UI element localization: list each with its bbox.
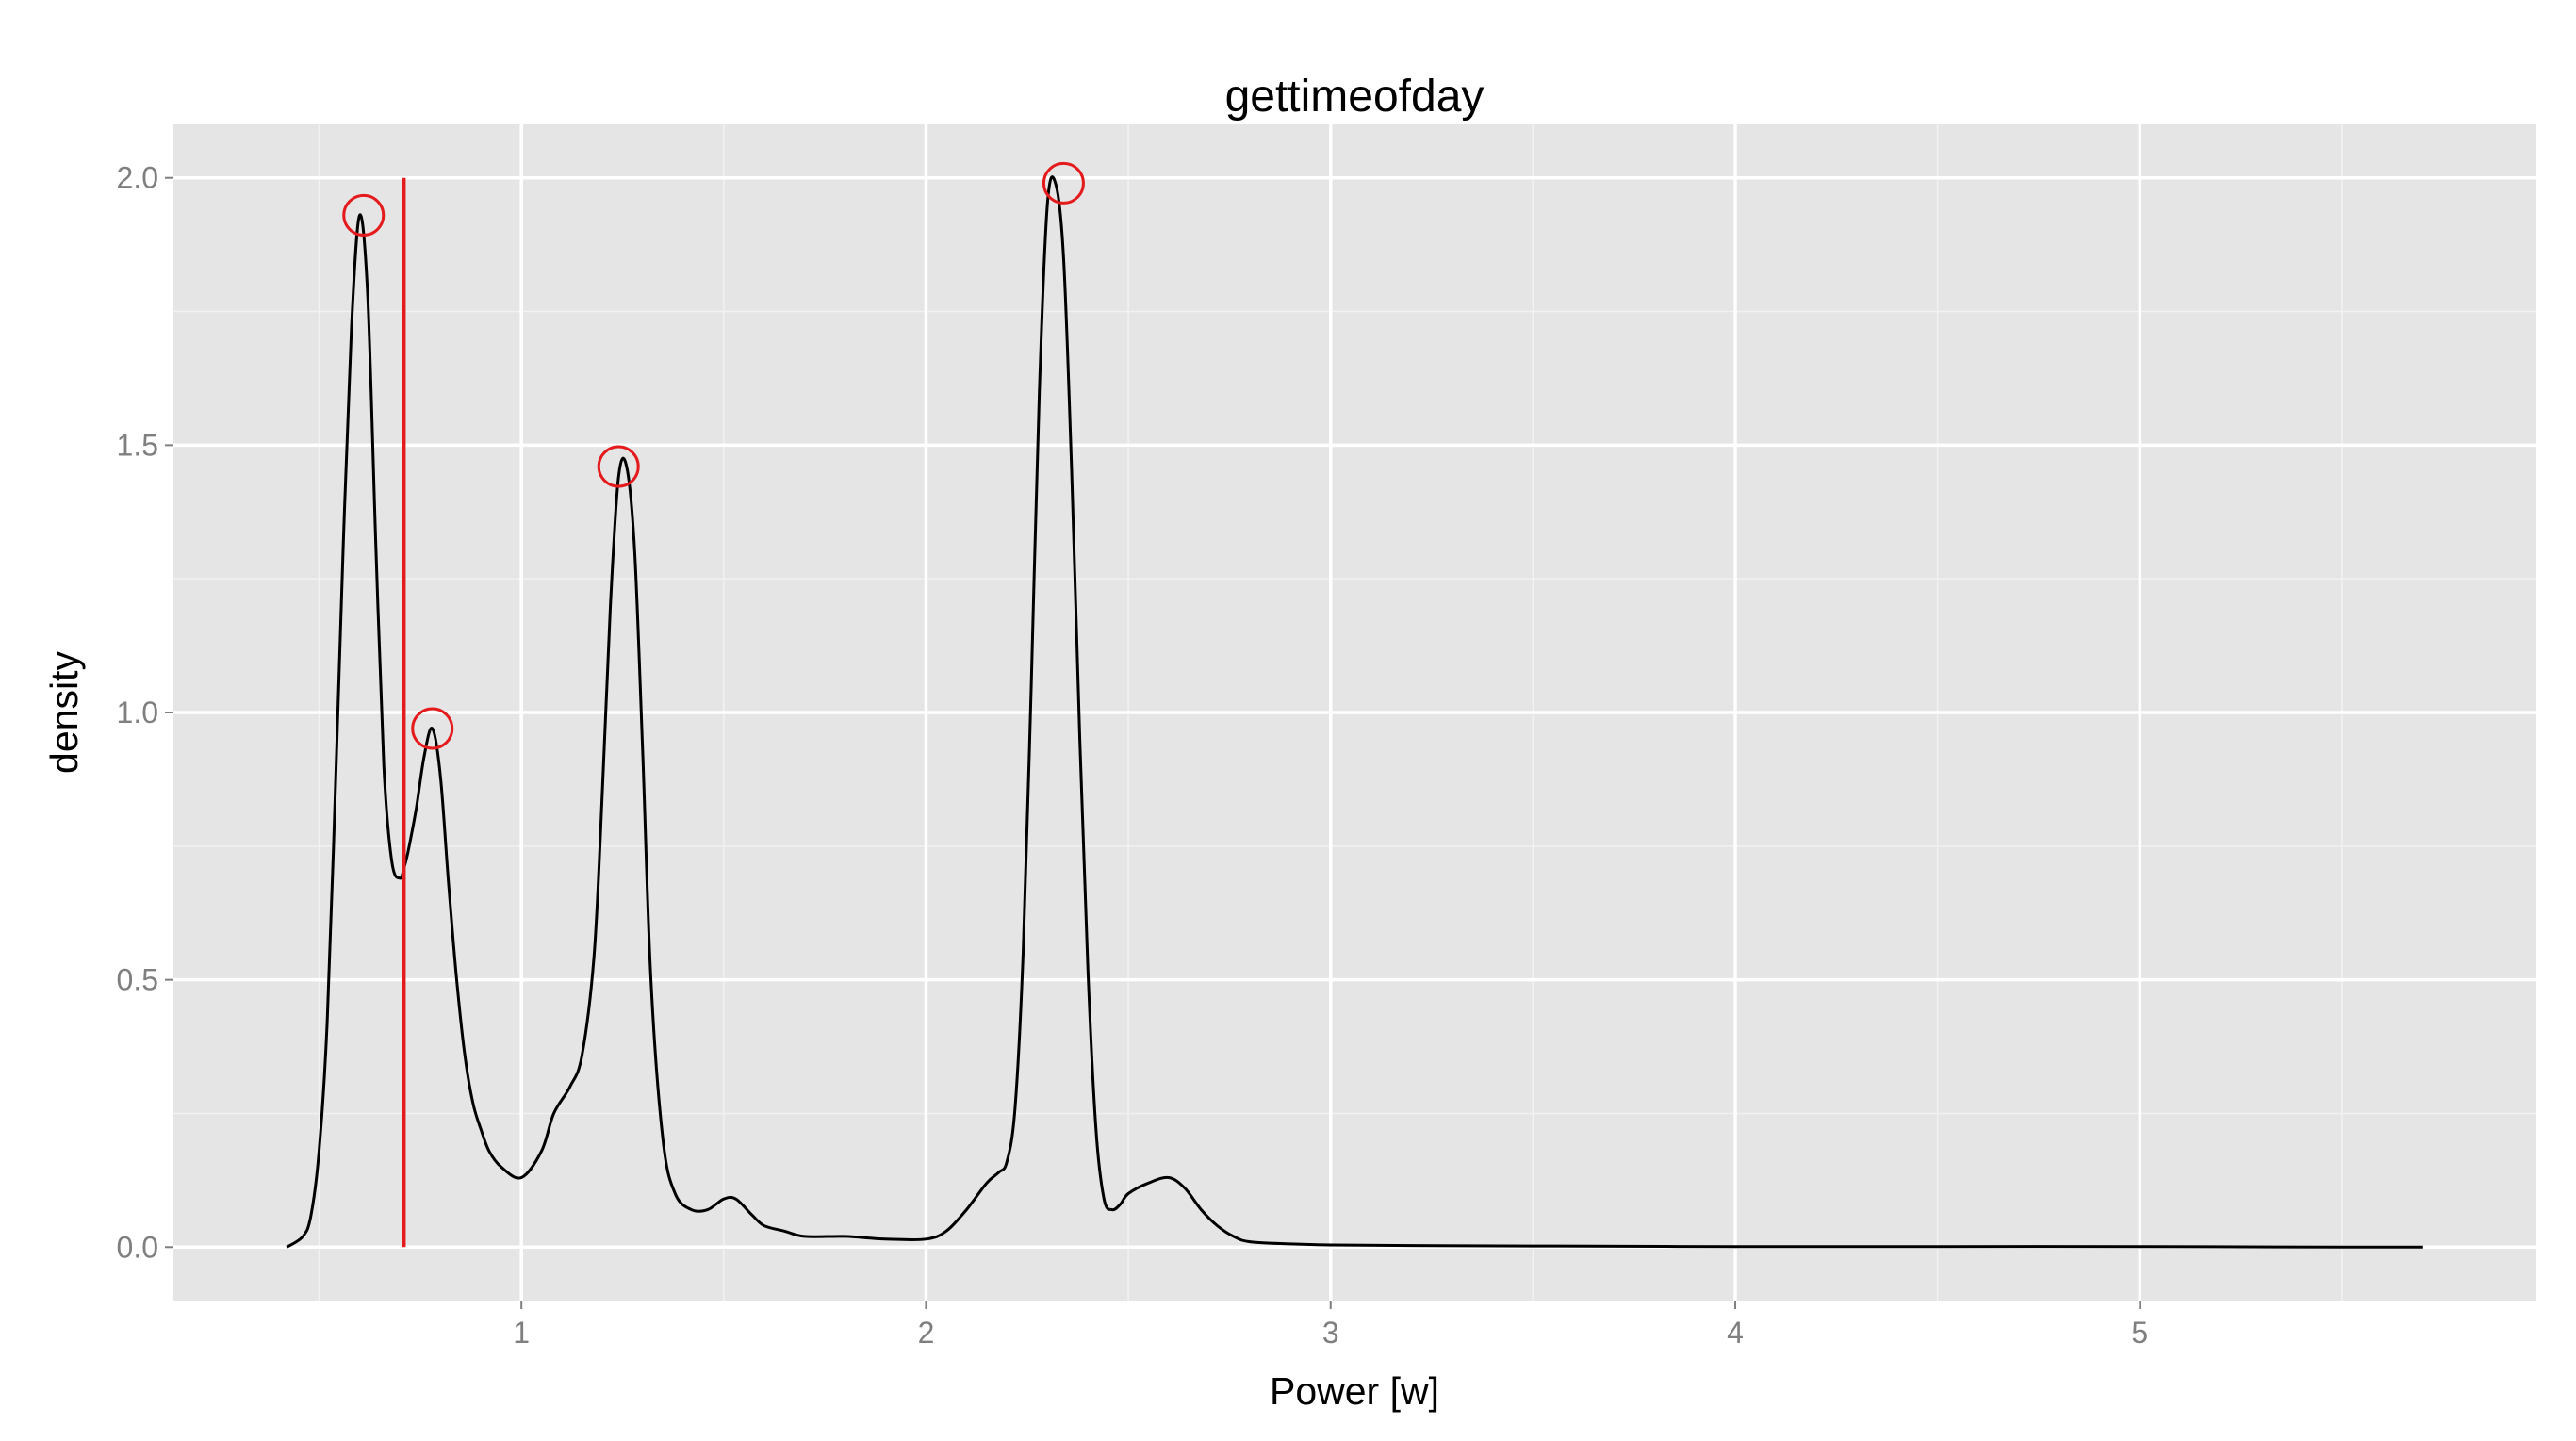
y-axis-tick-labels: 0.0 0.5 1.0 1.5 2.0: [117, 161, 158, 1265]
y-tick-label: 1.5: [117, 428, 158, 462]
series-layer: [286, 175, 2423, 1249]
peak-marker: [342, 193, 386, 237]
x-tick-label: 1: [513, 1316, 530, 1350]
x-tick-label: 3: [1322, 1316, 1339, 1350]
peak-markers: [342, 161, 1085, 750]
density-curve: [286, 175, 2423, 1249]
axis-ticks: [165, 176, 2141, 1309]
peak-marker: [411, 707, 454, 750]
x-tick-label: 5: [2131, 1316, 2148, 1350]
y-tick-label: 1.0: [117, 696, 158, 729]
peak-marker: [597, 445, 640, 488]
x-tick-label: 2: [918, 1316, 935, 1350]
chart-title: gettimeofday: [1225, 72, 1485, 122]
peak-marker: [1042, 161, 1085, 205]
x-axis-tick-labels: 1 2 3 4 5: [513, 1316, 2148, 1350]
x-axis-title: Power [w]: [1270, 1369, 1439, 1413]
y-tick-label: 0.0: [117, 1230, 158, 1264]
y-tick-label: 0.5: [117, 963, 158, 997]
y-tick-label: 2.0: [117, 161, 158, 195]
x-tick-label: 4: [1727, 1316, 1744, 1350]
y-axis-title: density: [42, 651, 86, 774]
major-gridlines: [173, 124, 2536, 1301]
